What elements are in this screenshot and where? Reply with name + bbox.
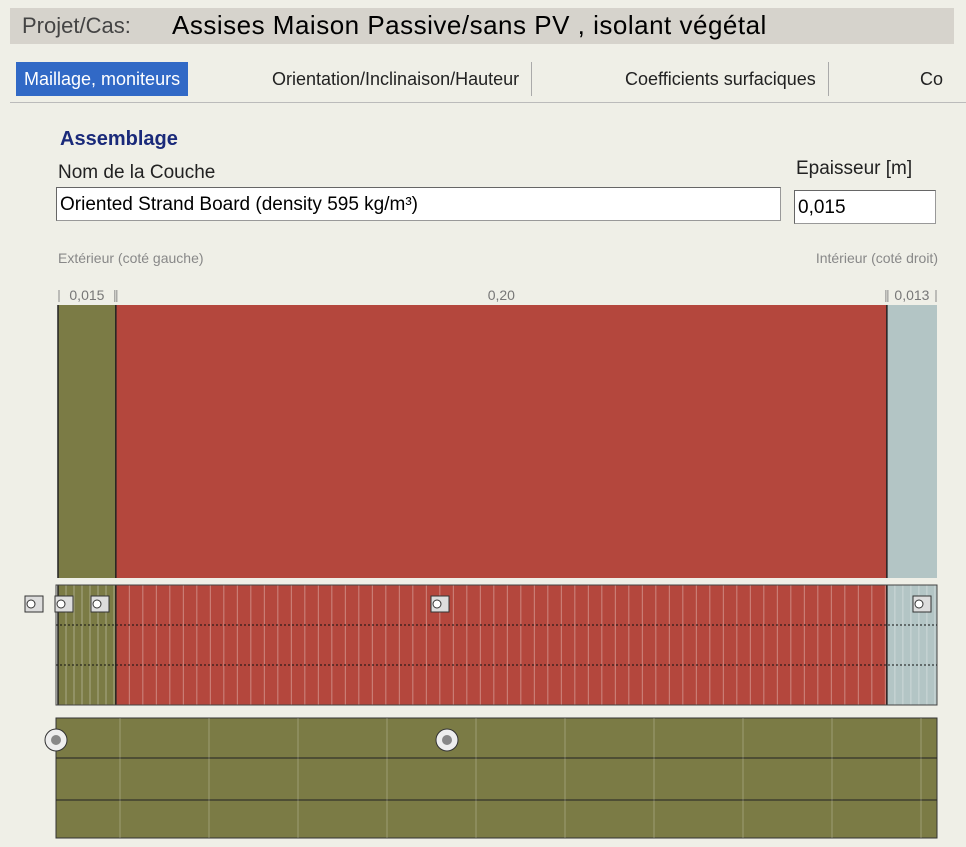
monitor-icon	[914, 599, 924, 609]
bracket	[116, 290, 887, 302]
monitor-icon	[56, 599, 66, 609]
mesh-layer	[115, 585, 887, 705]
field-label: Nom de la Couche	[58, 162, 216, 183]
header-title: Assises Maison Passive/sans PV , isolant…	[172, 10, 767, 40]
text-input[interactable]: 0,015	[794, 190, 936, 224]
layer	[886, 305, 937, 578]
layer	[58, 305, 116, 578]
tab[interactable]: Co	[920, 69, 944, 89]
probe	[442, 735, 452, 745]
bracket	[58, 290, 116, 302]
field-label: Epaisseur [m]	[796, 158, 913, 179]
tab[interactable]: Maillage, moniteurs	[16, 62, 189, 96]
monitor-icon	[92, 599, 102, 609]
header-label: Projet/Cas:	[22, 13, 131, 38]
layer-thickness: 0,015	[69, 287, 104, 303]
tab[interactable]: Orientation/Inclinaison/Hauteur	[260, 62, 533, 96]
tab-bar: Maillage, moniteurs Orientation/Inclinai…	[10, 56, 966, 103]
side-label: Intérieur (coté droit)	[815, 250, 938, 266]
monitor-icon	[26, 599, 36, 609]
monitor-icon	[432, 599, 442, 609]
bottom-band	[55, 717, 938, 839]
layer-thickness: 0,20	[488, 287, 515, 303]
text-input[interactable]: Oriented Strand Board (density 595 kg/m³…	[56, 187, 781, 221]
tab[interactable]: Coefficients surfaciques	[613, 62, 829, 96]
bracket	[887, 290, 937, 302]
layer	[115, 305, 887, 578]
probe	[51, 735, 61, 745]
section-title: Assemblage	[60, 128, 178, 150]
layer-thickness: 0,013	[894, 287, 929, 303]
header-bar: Projet/Cas: Assises Maison Passive/sans …	[10, 8, 954, 44]
side-label: Extérieur (coté gauche)	[58, 250, 204, 266]
mesh-frame	[55, 584, 938, 706]
